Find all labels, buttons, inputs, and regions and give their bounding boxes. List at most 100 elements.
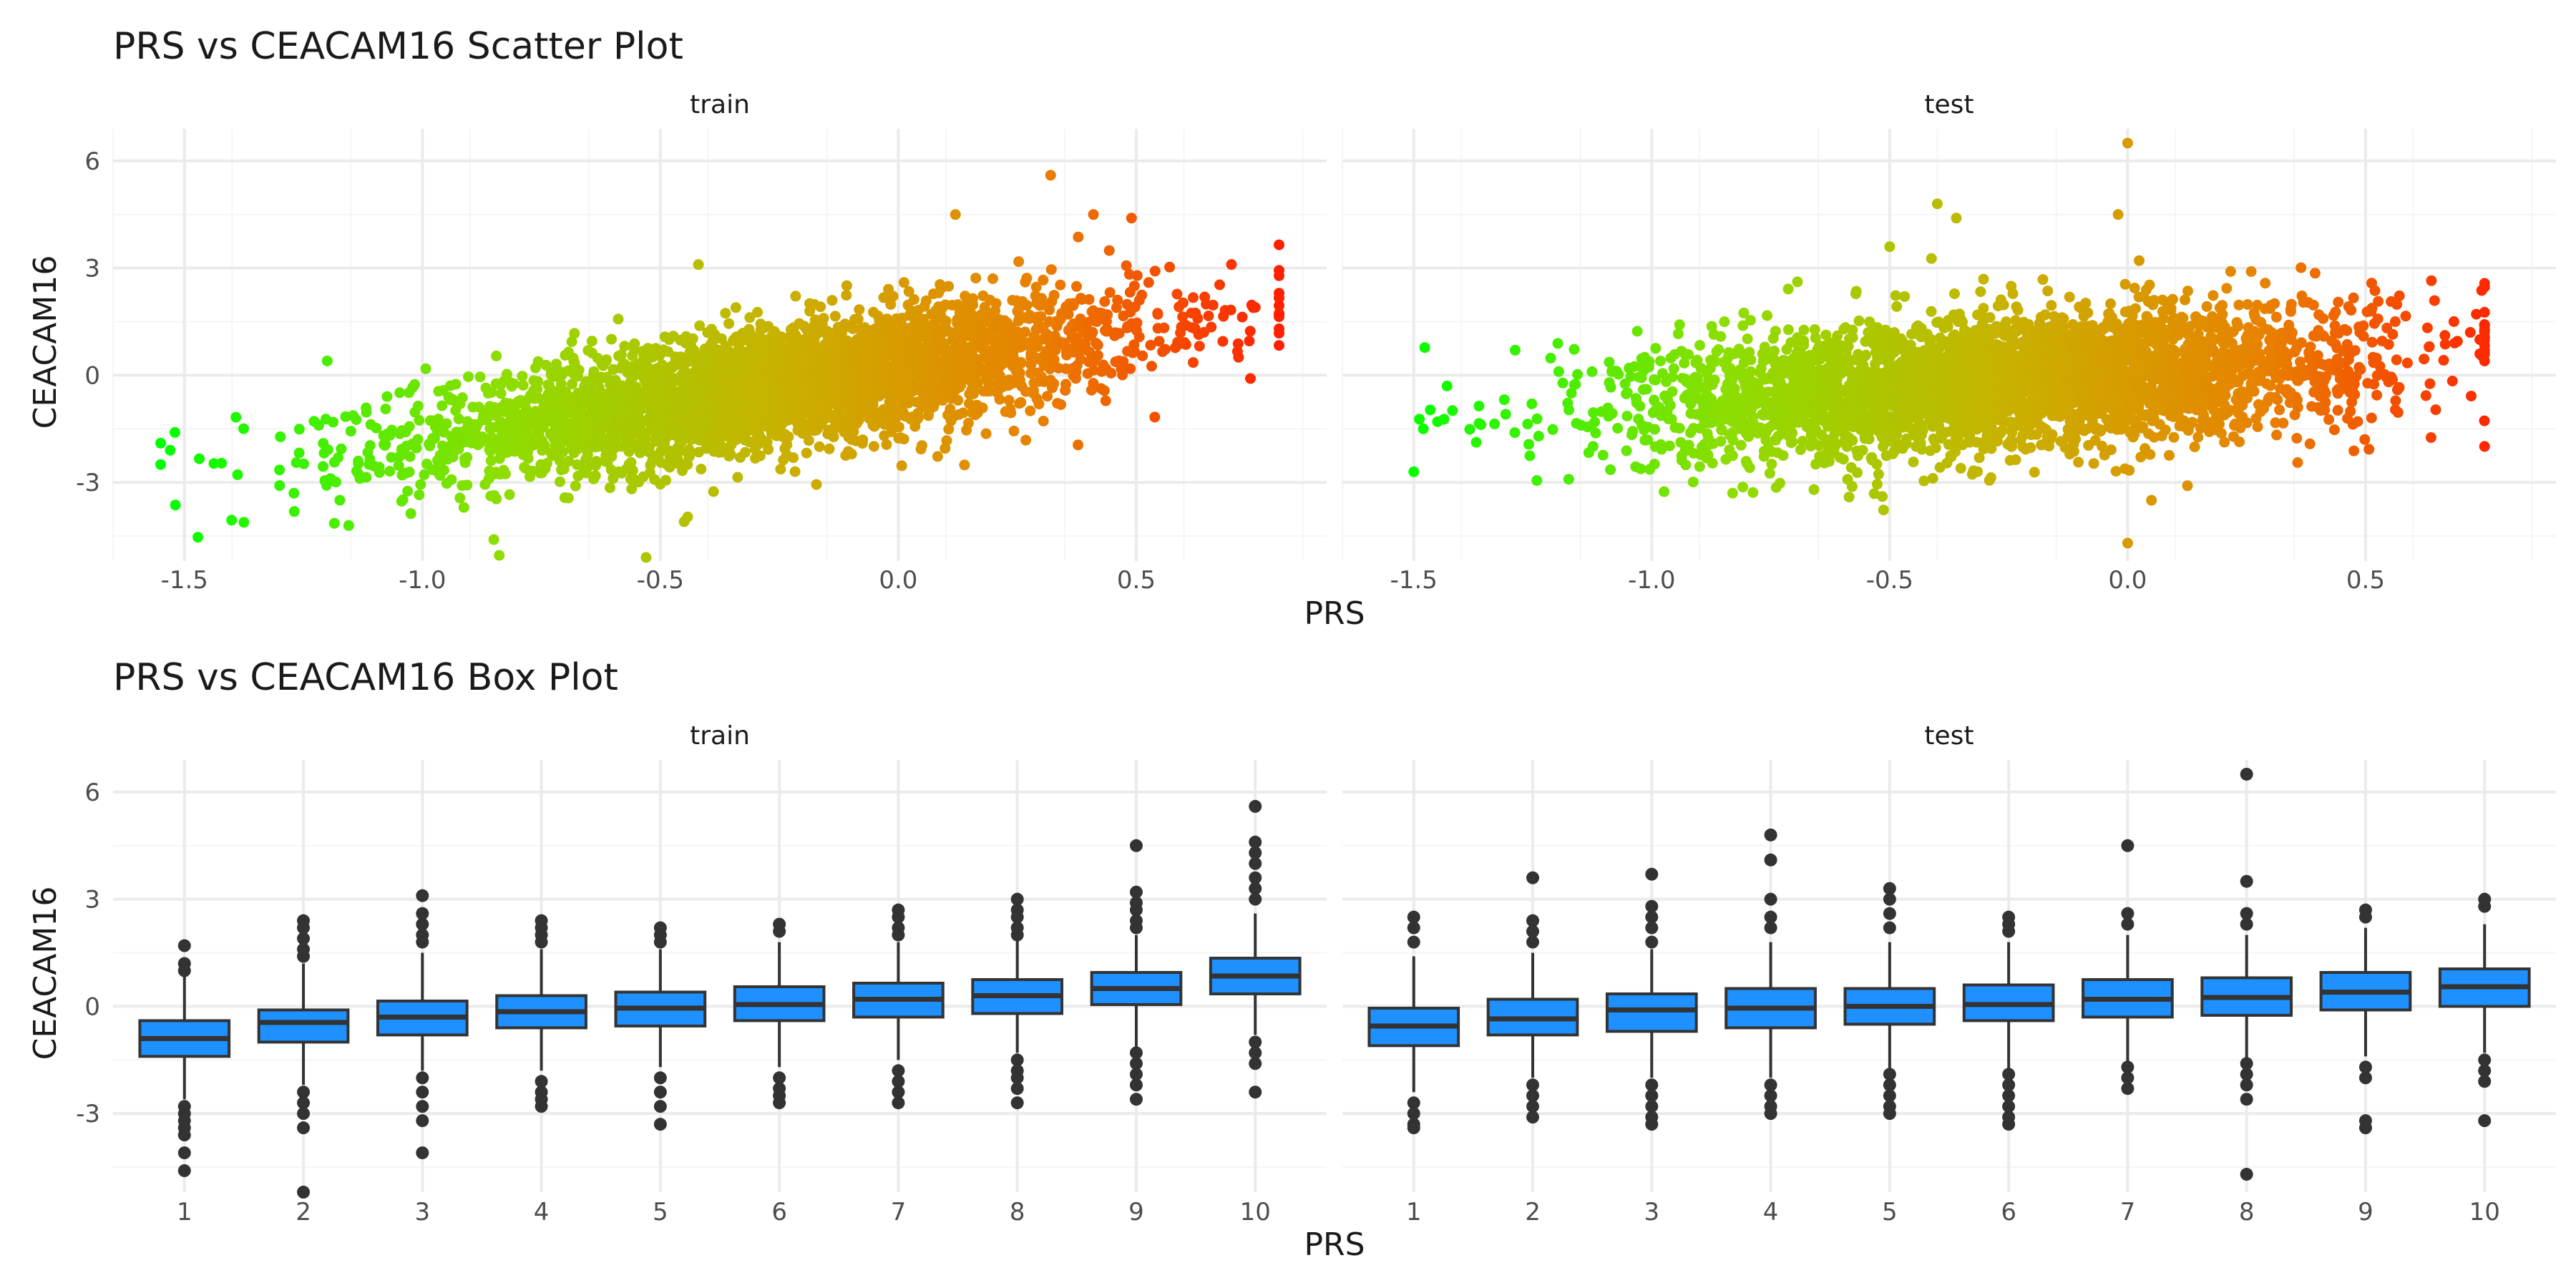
data-point: [1226, 259, 1237, 270]
data-point: [967, 293, 978, 304]
data-point: [318, 461, 328, 472]
data-point: [575, 438, 587, 449]
data-point: [1076, 294, 1088, 305]
data-point: [712, 400, 723, 411]
data-point: [970, 273, 982, 284]
data-point: [1244, 326, 1256, 337]
data-point: [1031, 393, 1043, 404]
data-point: [869, 323, 881, 334]
data-point: [814, 441, 825, 452]
data-point: [1000, 406, 1011, 417]
data-point: [586, 336, 597, 347]
data-point: [1245, 373, 1256, 384]
data-point: [952, 299, 963, 311]
data-point: [1104, 287, 1116, 298]
data-point: [1055, 399, 1066, 410]
data-point: [504, 489, 515, 500]
data-point: [321, 355, 333, 366]
data-point: [987, 273, 998, 284]
data-point: [806, 366, 817, 377]
data-point: [1003, 394, 1015, 406]
data-point: [1117, 369, 1128, 381]
data-point: [1137, 350, 1148, 361]
data-point: [486, 386, 497, 398]
data-point: [935, 279, 946, 291]
data-point: [1563, 474, 1574, 485]
data-point: [882, 313, 893, 325]
data-point: [353, 455, 364, 467]
data-point: [811, 424, 822, 436]
data-point: [830, 372, 841, 383]
data-point: [2270, 311, 2282, 323]
data-point: [628, 344, 640, 356]
data-point: [502, 447, 513, 458]
data-point: [496, 401, 507, 413]
data-point: [723, 366, 733, 377]
data-point: [155, 459, 166, 470]
data-point: [2168, 431, 2180, 443]
data-point: [288, 487, 300, 499]
data-point: [1447, 405, 1458, 416]
data-point: [1030, 281, 1042, 293]
x-tick-label: 0.5: [1117, 566, 1156, 595]
data-point: [772, 430, 784, 441]
data-point: [993, 314, 1005, 326]
data-point: [1136, 289, 1148, 301]
data-point: [990, 298, 1002, 309]
data-point: [1274, 300, 1284, 311]
data-point: [462, 479, 473, 491]
data-point: [1273, 323, 1284, 335]
data-point: [775, 464, 786, 475]
data-point: [384, 466, 396, 477]
data-point: [797, 409, 808, 420]
data-point: [1038, 360, 1050, 371]
data-point: [592, 353, 603, 364]
data-point: [434, 449, 446, 461]
data-point: [943, 280, 955, 292]
data-point: [626, 371, 638, 382]
data-point: [2348, 445, 2360, 457]
data-point: [977, 402, 988, 414]
data-point: [765, 361, 776, 373]
data-point: [1207, 299, 1219, 311]
data-point: [1019, 312, 1030, 323]
data-point: [643, 343, 654, 354]
data-point: [666, 385, 678, 396]
data-point: [794, 318, 805, 329]
data-point: [1071, 280, 1082, 292]
data-point: [936, 328, 947, 340]
data-point: [746, 346, 756, 357]
data-point: [1419, 342, 1430, 353]
data-point: [793, 351, 804, 363]
data-point: [1118, 311, 1129, 321]
data-point: [1203, 311, 1214, 321]
data-point: [1011, 295, 1022, 306]
data-point: [969, 372, 980, 384]
data-point: [1236, 311, 1248, 323]
data-point: [505, 403, 517, 414]
data-point: [1193, 329, 1204, 341]
facet-label: test: [1924, 90, 1974, 119]
data-point: [540, 394, 552, 405]
data-point: [1043, 316, 1055, 327]
data-point: [1122, 321, 1133, 332]
data-point: [1100, 395, 1111, 406]
data-point: [693, 447, 705, 458]
data-point: [380, 404, 391, 414]
data-point: [686, 416, 697, 427]
data-point: [494, 469, 506, 480]
data-point: [588, 473, 600, 484]
data-point: [723, 318, 735, 329]
data-point: [293, 424, 305, 435]
data-point: [884, 369, 896, 381]
data-point: [708, 434, 719, 445]
data-point: [490, 410, 501, 421]
data-point: [947, 389, 958, 400]
data-point: [1533, 431, 1544, 441]
y-tick-label: 6: [84, 147, 100, 176]
data-point: [824, 443, 835, 454]
data-point: [1121, 260, 1132, 271]
data-point: [1677, 373, 1688, 384]
data-point: [2363, 444, 2375, 455]
data-point: [755, 318, 766, 330]
